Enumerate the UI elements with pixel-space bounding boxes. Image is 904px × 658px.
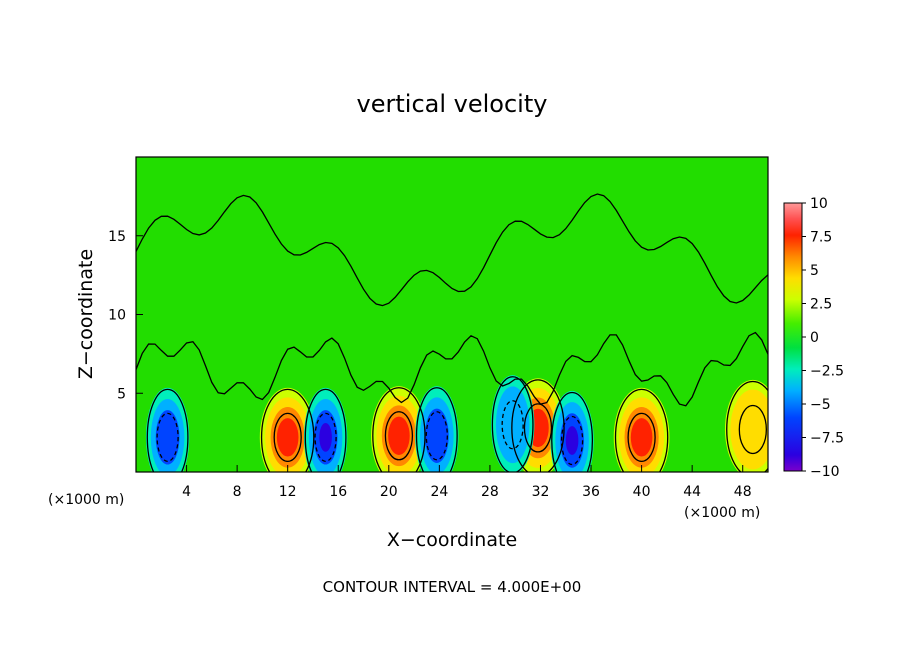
- contour-ring: [491, 376, 534, 472]
- contour-ring: [425, 411, 448, 461]
- colorbar-ticks: 10 7.5 5 2.5 0 −2.5 −5 −7.5 −10: [802, 196, 844, 480]
- colorbar-tick-label: −7.5: [810, 431, 844, 447]
- contour-ring: [511, 379, 565, 472]
- contour-ring: [560, 415, 584, 466]
- downdraft-core: [155, 410, 180, 465]
- upper-contour: [136, 193, 768, 307]
- x-tick-label: 4: [182, 484, 191, 500]
- contour-ring: [726, 380, 768, 472]
- colorbar-tick-label: 2.5: [810, 297, 832, 313]
- x-tick-label: 48: [734, 484, 752, 500]
- contour-ring: [304, 388, 347, 472]
- y-axis-label: Z−coordinate: [75, 249, 97, 379]
- x-tick-label: 32: [532, 484, 550, 500]
- colorbar-gradient: [783, 202, 803, 472]
- x-unit-left: (×1000 m): [48, 492, 124, 508]
- x-tick-label: 24: [430, 484, 448, 500]
- contour-ring: [501, 400, 524, 450]
- colorbar-tick-label: 7.5: [810, 230, 832, 246]
- contour-ring: [551, 391, 594, 472]
- zero-contour: [136, 331, 768, 407]
- x-tick-label: 16: [329, 484, 347, 500]
- y-axis: 5 10 15: [108, 229, 143, 402]
- colorbar-tick-label: −2.5: [810, 364, 844, 380]
- downdraft-core: [565, 426, 579, 455]
- colorbar-tick-label: −5: [810, 397, 831, 413]
- contour-ring: [146, 388, 189, 472]
- y-tick-label: 15: [108, 229, 126, 245]
- y-tick-label: 10: [108, 308, 126, 324]
- colorbar-tick-label: 0: [810, 330, 819, 346]
- contour-ring: [156, 412, 179, 463]
- plot-area: [136, 157, 768, 472]
- contour-ring: [614, 388, 669, 472]
- contour-lines: [136, 193, 768, 472]
- contour-ring: [314, 412, 337, 463]
- contour-ring: [372, 387, 426, 472]
- updraft-core: [630, 418, 653, 457]
- x-axis: 4 8 12 16 20 24 28 32 36 40 44 48: [182, 465, 752, 500]
- colorbar-tick-label: 5: [810, 263, 819, 279]
- colorbar-tick-label: −10: [810, 464, 840, 480]
- updraft-core: [730, 389, 768, 470]
- contour-ring: [415, 387, 458, 472]
- colorbar-tick-label: 10: [810, 196, 828, 212]
- x-tick-label: 12: [279, 484, 297, 500]
- downdraft-core: [319, 422, 332, 452]
- contour-interval-note: CONTOUR INTERVAL = 4.000E+00: [323, 578, 582, 596]
- x-tick-label: 40: [633, 484, 651, 500]
- y-tick-label: 5: [117, 386, 126, 402]
- x-tick-label: 36: [582, 484, 600, 500]
- updraft-core: [276, 418, 299, 457]
- contour-ring: [523, 403, 553, 453]
- x-tick-label: 20: [380, 484, 398, 500]
- x-tick-label: 44: [683, 484, 701, 500]
- x-axis-label: X−coordinate: [387, 529, 517, 551]
- contour-ring: [260, 388, 315, 472]
- downdraft-core: [424, 408, 449, 463]
- colorbar: 10 7.5 5 2.5 0 −2.5 −5 −7.5 −10: [783, 196, 844, 480]
- chart-title: vertical velocity: [357, 90, 548, 118]
- contour-ring: [738, 404, 767, 455]
- x-tick-label: 8: [233, 484, 242, 500]
- x-unit-right: (×1000 m): [684, 505, 760, 521]
- contour-ring: [627, 412, 656, 463]
- downdraft-core: [495, 386, 530, 464]
- velocity-field: [145, 375, 768, 472]
- updraft-core: [388, 416, 410, 455]
- x-tick-label: 28: [481, 484, 499, 500]
- contour-ring: [384, 411, 414, 461]
- contour-ring: [273, 412, 302, 463]
